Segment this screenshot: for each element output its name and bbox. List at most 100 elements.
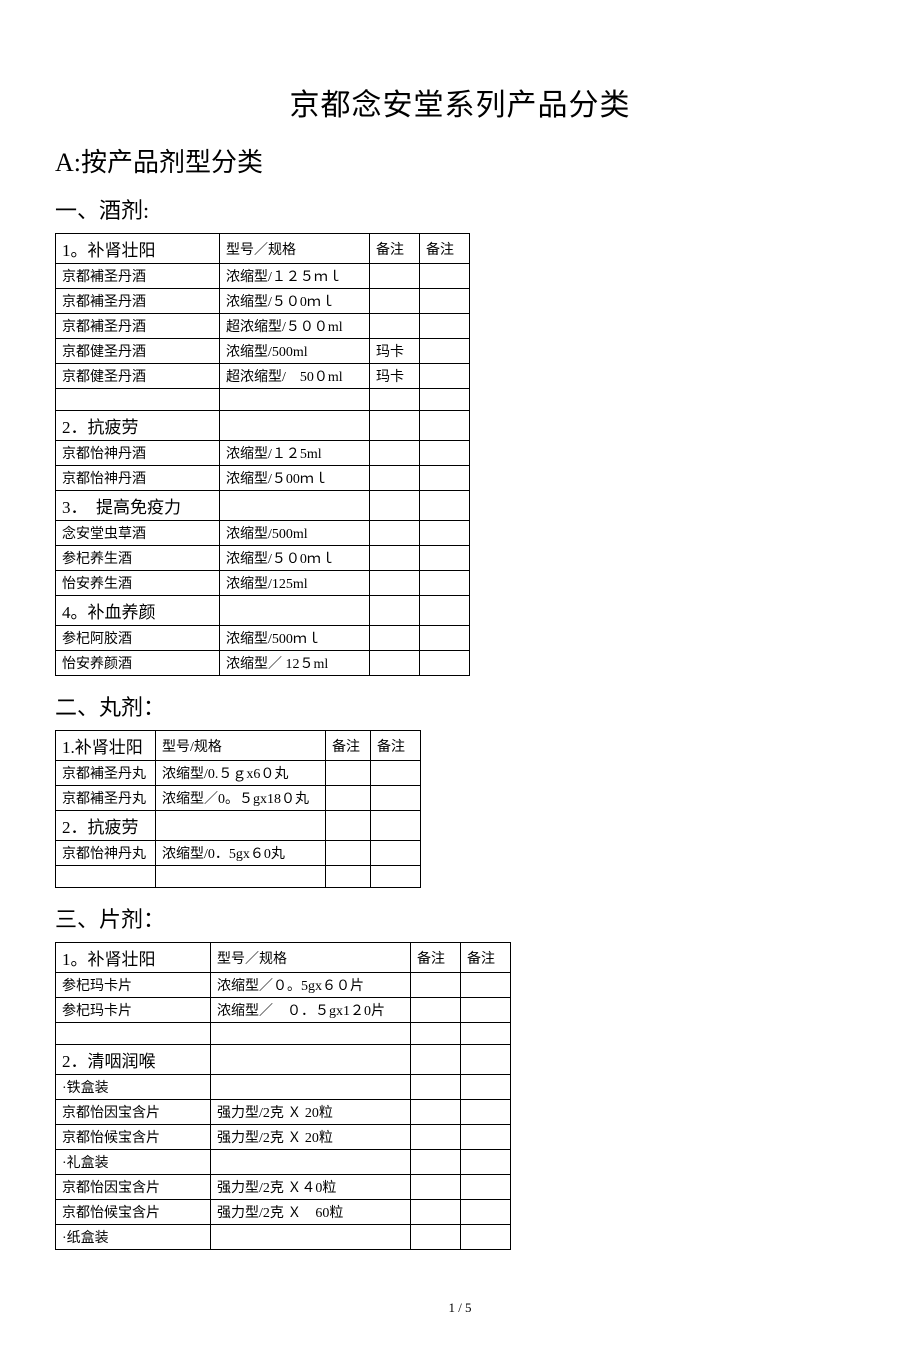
table-cell: 京都補圣丹酒: [56, 264, 220, 289]
table-row: 京都怡因宝含片强力型/2克 Ｘ 20粒: [56, 1100, 511, 1125]
table-row: 京都補圣丹酒浓缩型/１２５ｍｌ: [56, 264, 470, 289]
table-cell: 4。补血养颜: [56, 596, 220, 626]
table-cell: 京都補圣丹酒: [56, 289, 220, 314]
table-cell: [211, 1045, 411, 1075]
table-cell: 京都補圣丹丸: [56, 761, 156, 786]
table-cell: [411, 1150, 461, 1175]
table-cell: 京都補圣丹丸: [56, 786, 156, 811]
table-cell: [211, 1225, 411, 1250]
table-cell: 浓缩型/125ml: [220, 571, 370, 596]
table-cell: ·铁盒装: [56, 1075, 211, 1100]
table-wine: 1。补肾壮阳型号／规格备注备注京都補圣丹酒浓缩型/１２５ｍｌ京都補圣丹酒浓缩型/…: [55, 233, 470, 676]
table-cell: [326, 786, 371, 811]
table-row: 京都健圣丹酒浓缩型/500ml玛卡: [56, 339, 470, 364]
table-cell: [370, 389, 420, 411]
table-row: ·纸盒装: [56, 1225, 511, 1250]
table-cell: 强力型/2克 Ｘ４0粒: [211, 1175, 411, 1200]
table-row: 参杞玛卡片浓缩型／ ０．５gx1２0片: [56, 998, 511, 1023]
table-cell: [370, 491, 420, 521]
table-row: 3． 提高免疫力: [56, 491, 470, 521]
table-cell: 浓缩型/１２５ｍｌ: [220, 264, 370, 289]
table-cell: [461, 1075, 511, 1100]
table-cell: [326, 761, 371, 786]
table-cell: [461, 1125, 511, 1150]
table-cell: [420, 314, 470, 339]
table-cell: 京都怡神丹酒: [56, 466, 220, 491]
table-cell: [420, 626, 470, 651]
table-cell: [461, 1023, 511, 1045]
table-row: 京都健圣丹酒超浓缩型/ 50０ml玛卡: [56, 364, 470, 389]
subsection-3-heading: 三、片剂：: [55, 902, 865, 934]
table-cell: [370, 651, 420, 676]
table-cell: 京都健圣丹酒: [56, 339, 220, 364]
table-cell: 强力型/2克 Ｘ 20粒: [211, 1100, 411, 1125]
table-cell: [461, 1175, 511, 1200]
table-cell: [370, 441, 420, 466]
table-cell: 浓缩型/500ml: [220, 339, 370, 364]
table-cell: [411, 1045, 461, 1075]
table-cell: [411, 1100, 461, 1125]
table-cell: [156, 811, 326, 841]
table-row: 1.补肾壮阳型号/规格备注备注: [56, 731, 421, 761]
table-cell: 型号／规格: [211, 943, 411, 973]
table-row: 京都補圣丹丸浓缩型／0。５gx18０丸: [56, 786, 421, 811]
table-cell: [411, 1200, 461, 1225]
table-cell: [420, 571, 470, 596]
table-row: ·礼盒装: [56, 1150, 511, 1175]
table-cell: 1。补肾壮阳: [56, 943, 211, 973]
table-row: 京都補圣丹丸浓缩型/0.５ｇx6０丸: [56, 761, 421, 786]
table-cell: [420, 364, 470, 389]
table-cell: [371, 786, 421, 811]
table-cell: 怡安养颜酒: [56, 651, 220, 676]
table-cell: [371, 841, 421, 866]
table-row: 参杞阿胶酒浓缩型/500ｍｌ: [56, 626, 470, 651]
table-row: 4。补血养颜: [56, 596, 470, 626]
table-cell: [420, 339, 470, 364]
table-row: 京都怡候宝含片强力型/2克 Ｘ 60粒: [56, 1200, 511, 1225]
table-cell: 备注: [371, 731, 421, 761]
table-cell: [370, 571, 420, 596]
table-cell: 强力型/2克 Ｘ 20粒: [211, 1125, 411, 1150]
table-cell: 参杞玛卡片: [56, 998, 211, 1023]
table-cell: 浓缩型/0.５ｇx6０丸: [156, 761, 326, 786]
table-cell: [56, 1023, 211, 1045]
table-cell: [156, 866, 326, 888]
table-row: 京都怡神丹酒浓缩型/１２5ml: [56, 441, 470, 466]
table-cell: 强力型/2克 Ｘ 60粒: [211, 1200, 411, 1225]
table-cell: [420, 651, 470, 676]
table-row: 1。补肾壮阳型号／规格备注备注: [56, 234, 470, 264]
table-cell: [211, 1150, 411, 1175]
table-cell: [326, 841, 371, 866]
table-cell: 怡安养生酒: [56, 571, 220, 596]
table-cell: 备注: [370, 234, 420, 264]
table-cell: 浓缩型/500ml: [220, 521, 370, 546]
table-cell: 玛卡: [370, 339, 420, 364]
table-cell: [461, 1045, 511, 1075]
table-row: 2．抗疲劳: [56, 811, 421, 841]
table-cell: ·礼盒装: [56, 1150, 211, 1175]
table-cell: 念安堂虫草酒: [56, 521, 220, 546]
table-cell: 超浓缩型/５００ml: [220, 314, 370, 339]
table-cell: [420, 491, 470, 521]
table-cell: [411, 1175, 461, 1200]
table-cell: 京都怡候宝含片: [56, 1125, 211, 1150]
table-cell: [211, 1075, 411, 1100]
table-cell: [326, 866, 371, 888]
table-cell: [370, 289, 420, 314]
table-cell: 备注: [326, 731, 371, 761]
table-row: 怡安养颜酒浓缩型／ 12５ml: [56, 651, 470, 676]
table-cell: ·纸盒装: [56, 1225, 211, 1250]
table-cell: 浓缩型／０。5gx６０片: [211, 973, 411, 998]
table-cell: [411, 998, 461, 1023]
table-cell: 浓缩型/５０0ｍｌ: [220, 546, 370, 571]
table-cell: [420, 596, 470, 626]
table-cell: [220, 596, 370, 626]
table-cell: [371, 761, 421, 786]
table-cell: 浓缩型/500ｍｌ: [220, 626, 370, 651]
table-row: 京都怡因宝含片强力型/2克 Ｘ４0粒: [56, 1175, 511, 1200]
table-cell: [370, 521, 420, 546]
page-number: 1 / 5: [55, 1300, 865, 1316]
table-pill: 1.补肾壮阳型号/规格备注备注京都補圣丹丸浓缩型/0.５ｇx6０丸京都補圣丹丸浓…: [55, 730, 421, 888]
table-cell: [411, 1023, 461, 1045]
table-cell: 京都怡候宝含片: [56, 1200, 211, 1225]
